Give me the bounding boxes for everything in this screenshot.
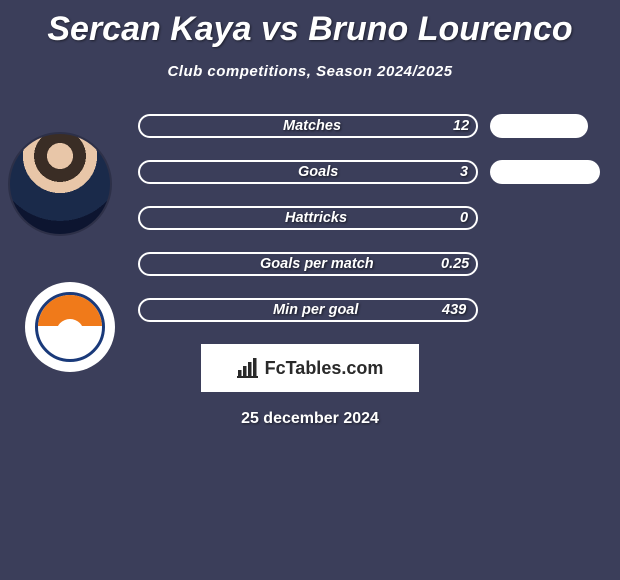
stat-row-goals-per-match: Goals per match 0.25 — [138, 252, 478, 276]
player-left-avatar — [8, 132, 112, 236]
stat-value-left: 0.25 — [441, 256, 469, 272]
stat-label: Min per goal — [273, 302, 358, 318]
stat-label: Hattricks — [285, 210, 347, 226]
stat-value-left: 12 — [453, 118, 469, 134]
stat-pill-right — [490, 114, 588, 138]
source-logo-box: FcTables.com — [201, 344, 419, 392]
stat-pill-right — [490, 160, 600, 184]
date-text: 25 december 2024 — [0, 410, 620, 428]
stat-row-goals: Goals 3 — [138, 160, 478, 184]
stat-row-hattricks: Hattricks 0 — [138, 206, 478, 230]
subtitle: Club competitions, Season 2024/2025 — [0, 63, 620, 80]
stat-row-matches: Matches 12 — [138, 114, 478, 138]
source-logo-text: FcTables.com — [265, 358, 384, 379]
stat-label: Goals — [298, 164, 338, 180]
stat-value-left: 3 — [460, 164, 468, 180]
club-badge-inner — [35, 292, 105, 362]
stat-value-left: 0 — [460, 210, 468, 226]
bars-icon — [237, 358, 259, 378]
stats-bars: Matches 12 Goals 3 Hattricks 0 Goals per… — [138, 114, 478, 322]
player-left-club-badge — [25, 282, 115, 372]
stat-row-min-per-goal: Min per goal 439 — [138, 298, 478, 322]
page-title: Sercan Kaya vs Bruno Lourenco — [0, 0, 620, 49]
comparison-panel: Matches 12 Goals 3 Hattricks 0 Goals per… — [0, 114, 620, 428]
stat-label: Matches — [283, 118, 341, 134]
stat-label: Goals per match — [260, 256, 374, 272]
stat-value-left: 439 — [442, 302, 466, 318]
